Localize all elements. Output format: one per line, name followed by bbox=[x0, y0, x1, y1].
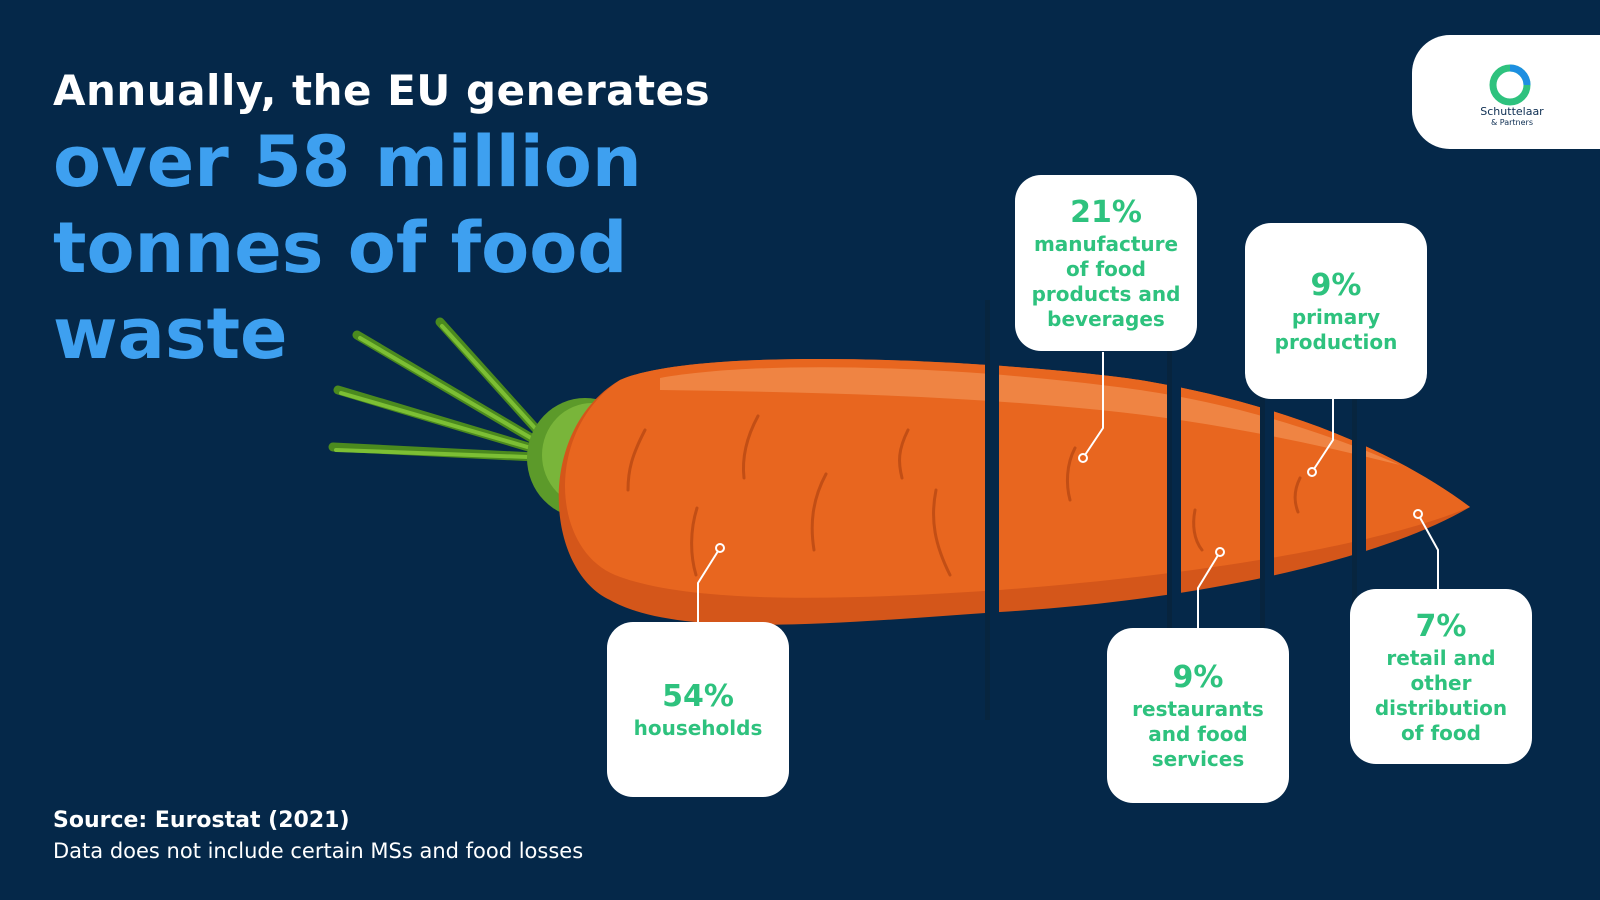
segment-label: primary production bbox=[1274, 305, 1398, 354]
segment-percent: 54% bbox=[662, 679, 734, 714]
source-note: Source: Eurostat (2021) Data does not in… bbox=[53, 808, 583, 863]
segment-card-households: 54% households bbox=[607, 622, 789, 797]
carrot-leaves-icon bbox=[328, 317, 560, 463]
source-disclaimer: Data does not include certain MSs and fo… bbox=[53, 839, 584, 863]
segment-card-restaurants: 9% restaurants and food services bbox=[1107, 628, 1289, 803]
segment-percent: 7% bbox=[1415, 608, 1467, 644]
headline: Annually, the EU generates over 58 milli… bbox=[53, 66, 710, 377]
logo-name: Schuttelaar bbox=[1480, 105, 1544, 118]
logo-card: Schuttelaar & Partners bbox=[1412, 35, 1600, 149]
headline-lead: Annually, the EU generates bbox=[53, 66, 711, 115]
headline-highlight: over 58 million tonnes of food waste bbox=[53, 121, 642, 375]
segment-label: manufacture of food products and beverag… bbox=[1031, 232, 1181, 331]
segment-percent: 9% bbox=[1172, 660, 1224, 695]
logo-subtitle: & Partners bbox=[1490, 118, 1534, 127]
source-title: Source: Eurostat (2021) bbox=[53, 808, 350, 833]
segment-card-retail: 7% retail and other distribution of food bbox=[1350, 589, 1532, 764]
segment-card-manufacture: 21% manufacture of food products and bev… bbox=[1015, 175, 1197, 351]
segment-percent: 9% bbox=[1310, 268, 1362, 303]
segment-card-primary-production: 9% primary production bbox=[1245, 223, 1427, 399]
logo-ring-icon bbox=[1489, 64, 1531, 106]
segment-label: retail and other distribution of food bbox=[1374, 645, 1508, 745]
segment-percent: 21% bbox=[1070, 195, 1142, 230]
segment-label: restaurants and food services bbox=[1132, 697, 1264, 771]
segment-label: households bbox=[633, 716, 763, 740]
